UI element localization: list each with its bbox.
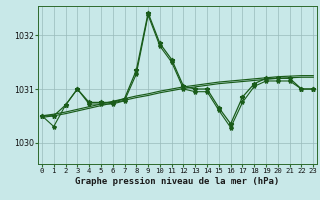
- X-axis label: Graphe pression niveau de la mer (hPa): Graphe pression niveau de la mer (hPa): [76, 177, 280, 186]
